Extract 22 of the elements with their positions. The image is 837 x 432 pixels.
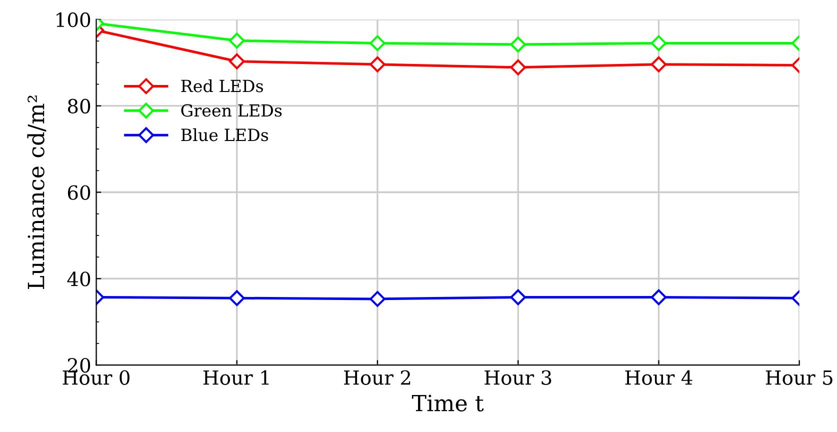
y-axis-title: Luminance cd/m² [27,96,46,289]
y-tick-label: 100 [56,12,90,28]
x-tick-label: Hour 3 [484,370,552,385]
y-tick-label: 40 [67,272,90,286]
legend-label: Red LEDs [181,79,263,92]
x-axis-title: Time t [412,394,484,412]
point [370,291,386,307]
y-tick-label: 20 [68,358,90,373]
y-tick-label: 60 [68,185,90,200]
x-tick-label: Hour 4 [625,370,692,385]
legend-label: Blue LEDs [181,128,268,142]
x-tick-label: Hour 2 [344,370,410,385]
point [370,35,386,52]
legend-label: Green LEDs [181,104,282,117]
x-tick-label: Hour 1 [203,370,269,385]
x-tick-label: Hour 5 [766,370,832,385]
point [510,59,526,76]
y-tick-label: 80 [68,98,90,114]
point [510,289,526,306]
point [510,36,526,52]
point [370,56,386,72]
x-tick-label: Hour 0 [62,370,130,385]
